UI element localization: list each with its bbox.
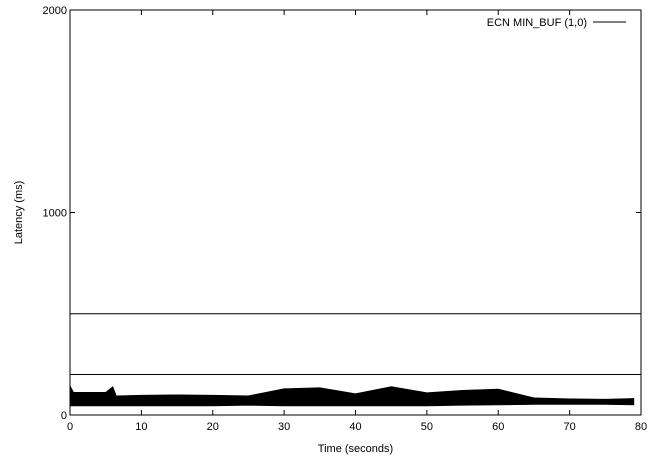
x-tick-label: 70 [564,421,576,433]
x-tick-label: 20 [207,421,219,433]
reference-lines [70,313,641,375]
x-tick-label: 60 [492,421,504,433]
x-tick-label: 40 [349,421,361,433]
x-tick-label: 80 [635,421,647,433]
y-tick-label: 1000 [43,208,67,220]
y-axis-label: Latency (ms) [13,181,25,245]
x-tick-label: 30 [278,421,290,433]
series-layer [69,385,635,407]
x-tick-label: 10 [135,421,147,433]
series-trace-0 [69,389,634,406]
y-tick-label: 0 [61,410,67,422]
y-axis: 0 1000 2000 [43,5,641,422]
x-axis: 0 10 20 30 40 50 60 70 80 [67,10,647,433]
x-tick-label: 0 [67,421,73,433]
x-axis-label: Time (seconds) [318,443,393,455]
plot-frame [69,9,642,416]
y-tick-label: 2000 [43,5,67,17]
x-tick-label: 50 [421,421,433,433]
legend-label: ECN MIN_BUF (1,0) [487,17,587,29]
legend: ECN MIN_BUF (1,0) [487,17,626,29]
